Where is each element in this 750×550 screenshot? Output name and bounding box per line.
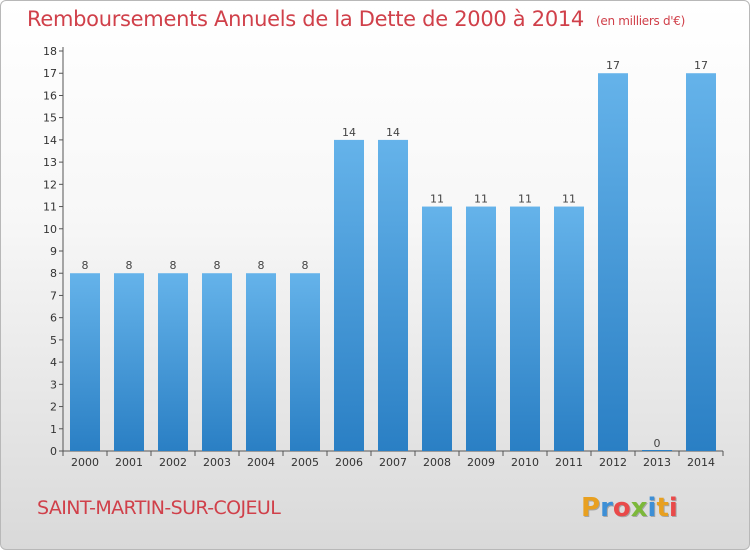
bar — [158, 273, 188, 451]
x-tick-label: 2011 — [555, 456, 583, 469]
data-label: 17 — [694, 59, 708, 72]
bar — [378, 139, 408, 451]
y-tick-label: 7 — [50, 289, 57, 302]
x-tick-label: 2000 — [71, 456, 99, 469]
bar — [554, 206, 584, 451]
data-label: 11 — [562, 193, 576, 206]
chart-title: Remboursements Annuels de la Dette de 20… — [27, 7, 685, 31]
data-label: 17 — [606, 59, 620, 72]
y-tick-label: 15 — [43, 112, 57, 125]
data-label: 8 — [302, 259, 309, 272]
bar — [598, 73, 628, 451]
x-tick-label: 2013 — [643, 456, 671, 469]
y-tick-label: 0 — [50, 445, 57, 458]
y-tick-label: 5 — [50, 334, 57, 347]
x-tick-label: 2001 — [115, 456, 143, 469]
data-label: 14 — [386, 126, 400, 139]
bar — [246, 273, 276, 451]
x-tick-label: 2014 — [687, 456, 715, 469]
x-tick-label: 2003 — [203, 456, 231, 469]
data-label: 11 — [430, 193, 444, 206]
y-tick-label: 1 — [50, 423, 57, 436]
y-tick-label: 8 — [50, 267, 57, 280]
logo-letter: t — [656, 493, 669, 523]
bar — [334, 139, 364, 451]
bar — [202, 273, 232, 451]
logo-letter: i — [668, 493, 678, 523]
data-label: 8 — [214, 259, 221, 272]
bar — [290, 273, 320, 451]
commune-name: SAINT-MARTIN-SUR-COJEUL — [37, 497, 281, 519]
y-tick-label: 6 — [50, 312, 57, 325]
data-label: 11 — [518, 193, 532, 206]
data-label: 8 — [170, 259, 177, 272]
bar — [510, 206, 540, 451]
y-tick-label: 9 — [50, 245, 57, 258]
logo-letter: P — [581, 493, 601, 523]
x-tick-label: 2012 — [599, 456, 627, 469]
data-label: 8 — [258, 259, 265, 272]
logo-letter: o — [612, 493, 631, 523]
logo-letter: i — [647, 493, 657, 523]
x-tick-label: 2010 — [511, 456, 539, 469]
y-tick-label: 10 — [43, 223, 57, 236]
y-tick-label: 4 — [50, 356, 57, 369]
chart-title-text: Remboursements Annuels de la Dette de 20… — [27, 7, 584, 31]
y-tick-label: 16 — [43, 89, 57, 102]
proxiti-logo: Proxiti — [581, 493, 678, 523]
data-label: 8 — [82, 259, 89, 272]
bar — [70, 273, 100, 451]
data-label: 14 — [342, 126, 356, 139]
bar — [686, 73, 716, 451]
bar — [466, 206, 496, 451]
bar — [642, 450, 672, 451]
y-tick-label: 3 — [50, 378, 57, 391]
y-tick-label: 2 — [50, 401, 57, 414]
chart-unit: (en milliers d'€) — [596, 14, 686, 28]
y-tick-label: 11 — [43, 201, 57, 214]
bar — [422, 206, 452, 451]
y-tick-label: 13 — [43, 156, 57, 169]
y-tick-label: 12 — [43, 178, 57, 191]
y-tick-label: 18 — [43, 45, 57, 58]
data-label: 0 — [654, 437, 661, 450]
bar — [114, 273, 144, 451]
y-tick-label: 17 — [43, 67, 57, 80]
x-tick-label: 2008 — [423, 456, 451, 469]
x-tick-label: 2004 — [247, 456, 275, 469]
x-tick-label: 2009 — [467, 456, 495, 469]
logo-letter: x — [630, 493, 648, 523]
y-tick-label: 14 — [43, 134, 57, 147]
x-tick-label: 2005 — [291, 456, 319, 469]
x-tick-label: 2006 — [335, 456, 363, 469]
x-tick-label: 2007 — [379, 456, 407, 469]
x-tick-label: 2002 — [159, 456, 187, 469]
data-label: 8 — [126, 259, 133, 272]
data-label: 11 — [474, 193, 488, 206]
logo-letter: r — [600, 493, 613, 523]
